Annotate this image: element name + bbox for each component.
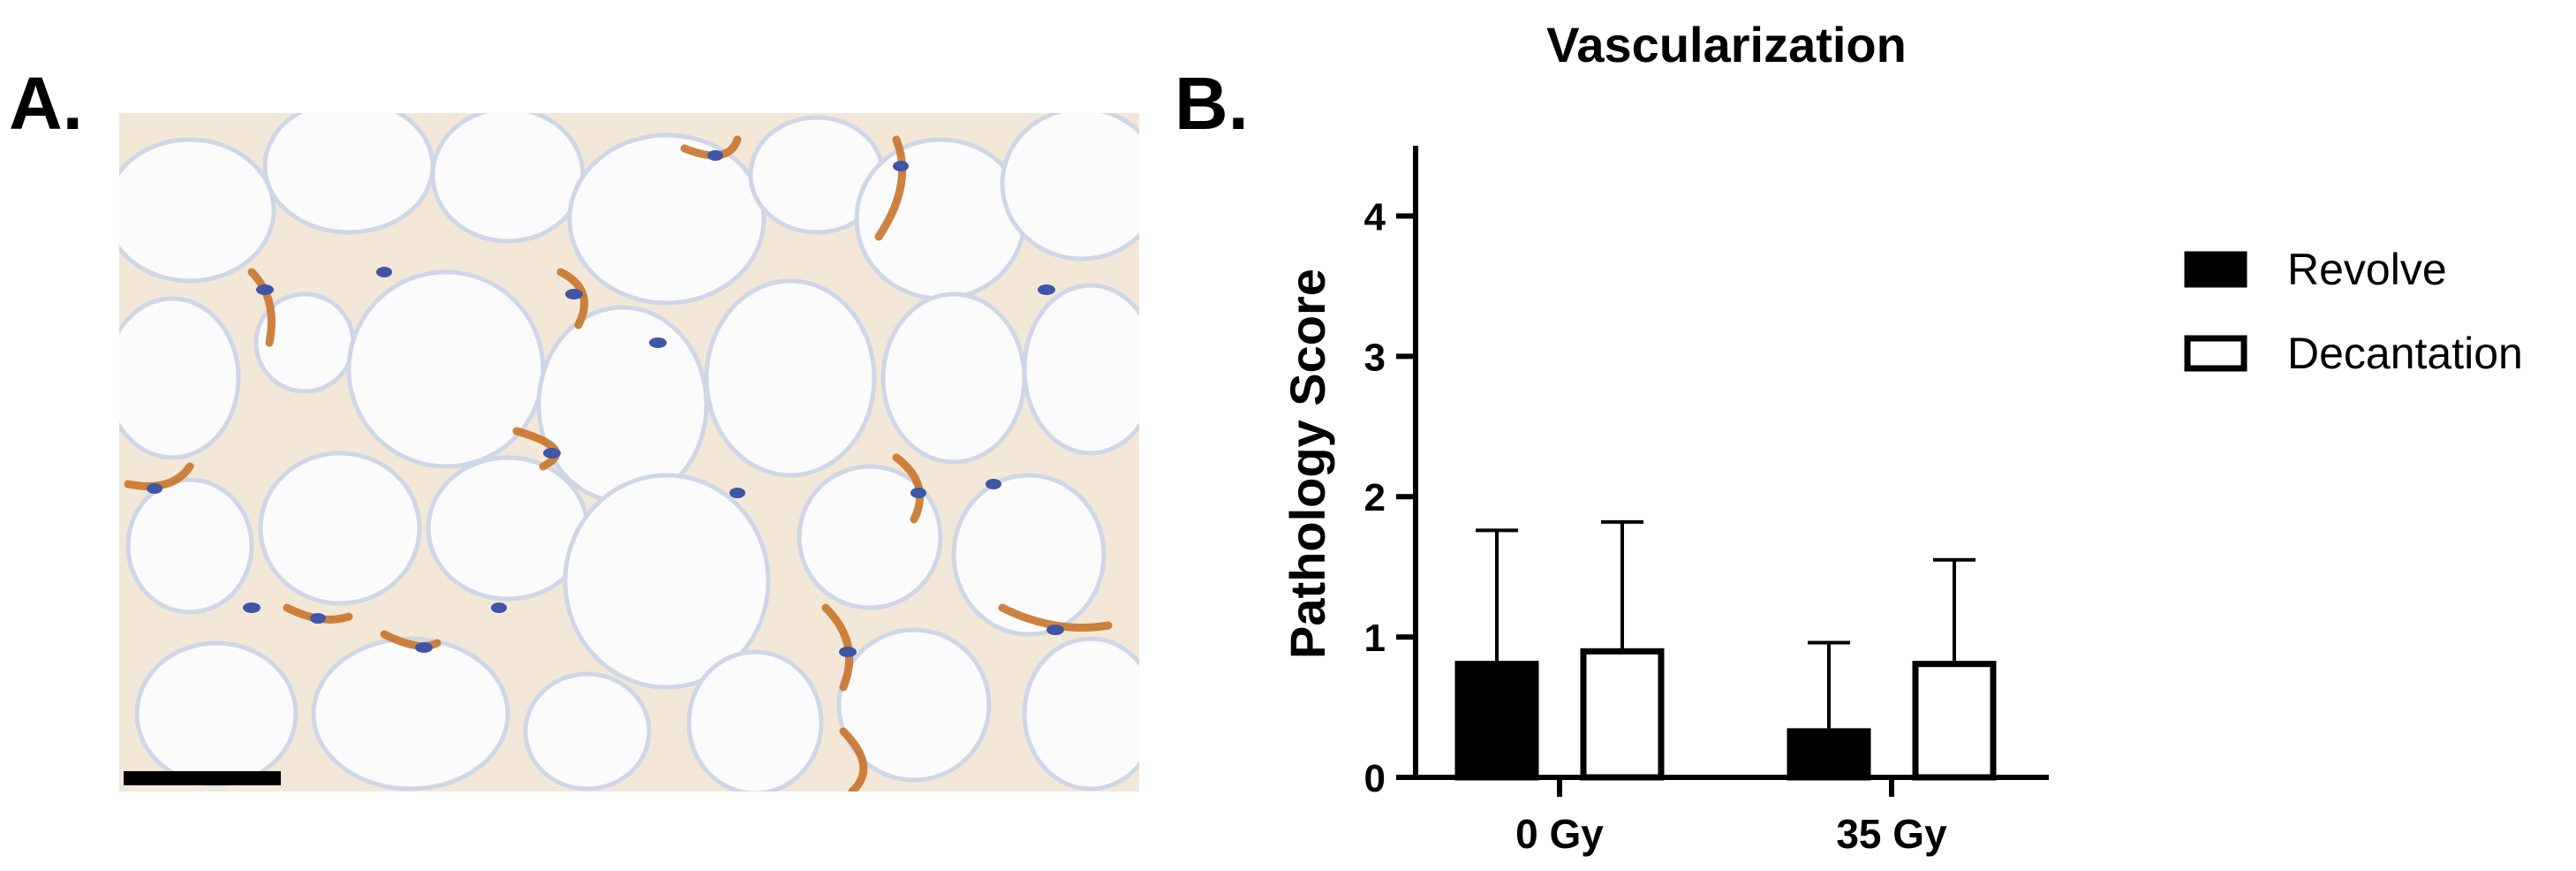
y-tick-label: 4	[1364, 195, 1386, 239]
legend-swatch-revolve	[2184, 251, 2247, 288]
panel-label-b: B.	[1175, 62, 1249, 145]
bar-revolve-35-gy	[1787, 728, 1871, 781]
chart-axes: 0 1 2 3 4 0 Gy 35 Gy	[1364, 146, 2049, 857]
bar-decantation-35-gy	[1912, 661, 1997, 781]
scale-bar	[124, 771, 281, 785]
y-tick-label: 0	[1364, 757, 1386, 800]
y-tick-label: 3	[1364, 336, 1386, 379]
panel-label-a: A.	[9, 62, 83, 145]
legend-label-revolve: Revolve	[2287, 245, 2447, 294]
bar-revolve-0-gy	[1454, 661, 1539, 781]
chart-legend: Revolve Decantation	[2184, 245, 2523, 378]
bar-decantation-0-gy	[1580, 648, 1665, 781]
x-tick-label: 0 Gy	[1515, 811, 1604, 857]
legend-swatch-decantation	[2184, 335, 2247, 372]
y-tick-label: 2	[1364, 476, 1386, 519]
y-axis-label: Pathology Score	[1280, 269, 1335, 659]
histology-icon	[119, 113, 1139, 791]
x-tick-label: 35 Gy	[1836, 811, 1947, 857]
chart-bars	[1454, 519, 1997, 781]
legend-label-decantation: Decantation	[2287, 329, 2523, 378]
histology-micrograph-image	[119, 113, 1139, 791]
chart-title: Vascularization	[1546, 17, 1907, 72]
y-tick-label: 1	[1364, 617, 1386, 660]
